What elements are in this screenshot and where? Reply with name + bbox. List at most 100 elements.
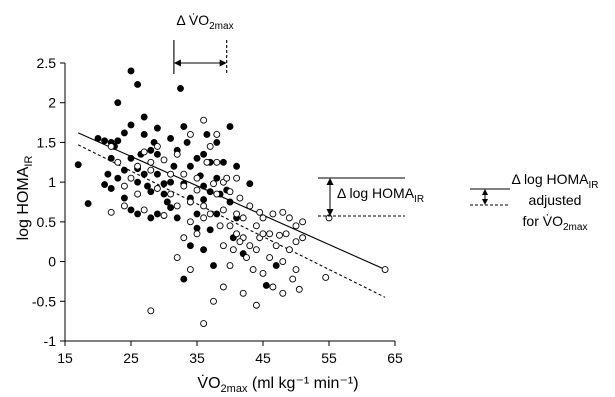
data-point-filled [140,170,148,178]
data-point-open [180,234,188,242]
data-point-filled [233,162,241,170]
data-point-open [219,206,227,214]
data-point-open [186,131,194,138]
data-point-filled [140,131,148,138]
data-point-open [186,218,194,226]
delta-log-homa-adjusted-annotation: Δ log HOMAIR adjusted for V̇O2max [470,171,599,233]
data-point-open [147,166,155,174]
data-point-open [134,162,142,170]
data-point-filled [101,137,109,145]
delta-homa-arrowhead-up [326,178,334,185]
delta-homa-adj-line1-main: Δ log HOMA [511,171,589,187]
data-point-open [299,218,307,226]
data-point-filled [120,194,128,202]
data-point-open [206,210,214,218]
data-point-open [200,214,208,222]
data-point-open [203,158,211,166]
data-point-filled [114,137,122,145]
delta-homa-label: Δ log HOMAIR [337,185,424,205]
delta-homa-adj-line3: for V̇O2max [523,213,588,233]
data-point-filled [127,206,135,214]
data-point-filled [84,200,92,208]
y-tick-label: 1.5 [37,134,57,150]
delta-vo2max-arrowhead-left [173,59,181,67]
data-point-open [233,174,241,182]
data-point-filled [213,210,221,218]
data-point-open [173,254,181,262]
x-tick-label: 45 [255,350,271,366]
data-point-filled [127,154,135,162]
data-points [74,67,389,327]
data-point-open [193,174,201,182]
data-point-open [200,320,208,327]
data-point-filled [183,138,191,146]
y-tick-label: 2 [48,95,56,111]
data-point-open [299,234,307,242]
data-point-open [252,222,260,230]
regression-line-dashed [77,144,386,298]
data-point-open [269,283,277,291]
data-point-filled [193,210,201,218]
data-point-open [219,283,227,291]
y-axis-ticks: -1 -0.5 0 0.5 1 1.5 2 2.5 [32,55,65,349]
data-point-open [140,148,148,156]
delta-homa-adj-line1-sub: IR [589,180,599,191]
data-point-filled [144,182,151,190]
delta-vo2max-prefix: Δ [176,12,188,28]
data-point-open [259,230,267,238]
data-point-filled [101,181,109,188]
data-point-open [266,230,274,238]
data-point-open [279,258,287,266]
delta-vo2max-sub: 2max [209,21,233,32]
x-axis-title-sub: 2max [221,383,248,395]
x-tick-label: 65 [387,350,403,366]
data-point-open [292,266,300,273]
data-point-open [292,238,300,246]
data-point-open [173,150,181,158]
data-point-filled [206,188,214,196]
data-point-open [269,210,277,218]
delta-vo2max-label: Δ V̇O2max [176,12,233,32]
data-point-open [289,275,297,283]
data-point-filled [147,188,155,196]
data-point-filled [107,185,115,192]
data-point-open [226,262,234,269]
data-point-open [173,202,181,210]
data-point-filled [173,214,181,222]
data-point-open [259,270,267,277]
data-point-open [239,214,247,222]
data-point-open [210,180,217,188]
data-point-open [229,246,237,254]
data-point-open [180,170,188,178]
data-point-open [249,266,257,273]
data-point-open [186,266,194,273]
data-point-filled [107,154,115,162]
delta-homa-adj-arrowhead-up [482,189,488,195]
data-point-filled [186,162,194,170]
data-point-open [246,202,254,210]
data-point-filled [226,198,234,206]
data-point-open [206,142,214,150]
data-point-open [243,254,250,262]
data-point-open [134,190,142,198]
data-point-open [210,297,217,305]
data-point-filled [186,242,194,250]
data-point-open [147,158,155,166]
data-point-open [140,206,148,214]
data-point-filled [134,178,142,186]
x-tick-label: 15 [57,350,73,366]
data-point-filled [153,170,161,178]
data-point-filled [193,224,201,232]
data-point-open [223,174,231,182]
data-point-open [266,254,274,262]
data-point-open [120,202,128,210]
data-point-filled [180,123,188,130]
data-point-open [279,208,287,216]
data-point-open [239,289,247,297]
data-point-filled [206,226,214,234]
data-point-open [147,307,155,315]
data-point-filled [262,281,270,289]
data-point-open [252,246,260,254]
x-tick-label: 25 [123,350,139,366]
